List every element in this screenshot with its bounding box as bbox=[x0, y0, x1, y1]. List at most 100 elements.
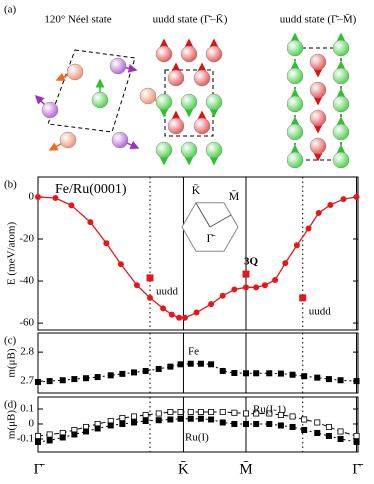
point bbox=[130, 369, 137, 376]
atom bbox=[109, 57, 127, 75]
inset-label: K̄ bbox=[192, 183, 201, 197]
point bbox=[327, 201, 334, 208]
x-tick-label: M̄ bbox=[239, 461, 252, 477]
atom bbox=[332, 67, 350, 85]
point bbox=[208, 416, 215, 423]
point bbox=[35, 438, 42, 445]
inset-label: M̄ bbox=[229, 189, 240, 203]
point bbox=[46, 378, 53, 385]
point bbox=[266, 420, 273, 427]
point bbox=[337, 435, 344, 442]
point bbox=[94, 425, 101, 432]
point bbox=[277, 411, 284, 418]
point bbox=[83, 375, 90, 382]
point bbox=[242, 420, 249, 427]
atom bbox=[155, 141, 173, 159]
y-tick-label: 0 bbox=[29, 190, 35, 202]
point bbox=[315, 209, 322, 216]
point bbox=[35, 378, 42, 385]
atom bbox=[309, 81, 327, 99]
point bbox=[176, 314, 183, 321]
point bbox=[142, 417, 149, 424]
atom bbox=[155, 93, 173, 111]
point bbox=[197, 360, 204, 367]
point bbox=[266, 370, 273, 377]
point bbox=[35, 193, 41, 200]
point bbox=[83, 428, 90, 435]
x-tick-label: Γ̄ bbox=[352, 461, 364, 477]
point bbox=[242, 370, 249, 377]
point bbox=[266, 410, 273, 417]
panel-label: (b) bbox=[4, 179, 17, 191]
series-label: Ru(I) bbox=[185, 432, 209, 444]
panel-title: uudd state (Γ̄–M̄) bbox=[280, 14, 357, 26]
point bbox=[168, 311, 175, 318]
atom bbox=[286, 67, 304, 85]
y-tick-label: 0 bbox=[29, 418, 35, 430]
atom bbox=[205, 45, 223, 63]
point bbox=[337, 377, 344, 384]
point bbox=[314, 374, 321, 381]
point bbox=[142, 411, 149, 418]
point bbox=[187, 408, 194, 415]
point bbox=[107, 372, 114, 379]
point bbox=[325, 423, 332, 430]
point bbox=[87, 219, 94, 226]
point bbox=[130, 419, 137, 426]
point bbox=[219, 408, 226, 415]
point bbox=[46, 437, 53, 444]
point bbox=[155, 410, 162, 417]
point bbox=[142, 367, 149, 374]
point bbox=[155, 417, 162, 424]
point bbox=[119, 414, 126, 421]
plot-frame bbox=[37, 176, 359, 331]
point bbox=[155, 365, 162, 372]
point bbox=[208, 301, 215, 308]
state-label: uudd bbox=[156, 285, 179, 297]
atom bbox=[286, 95, 304, 113]
y-tick-label: -0.1 bbox=[17, 432, 34, 444]
atom bbox=[167, 69, 185, 87]
y-tick-label: 0.1 bbox=[20, 403, 34, 415]
point bbox=[35, 432, 42, 439]
point bbox=[353, 432, 360, 439]
atom bbox=[332, 39, 350, 57]
series-label: Ru(I-1) bbox=[253, 404, 286, 416]
panel-label: (d) bbox=[4, 399, 17, 411]
y-tick-label: -60 bbox=[19, 317, 34, 329]
point bbox=[160, 305, 167, 312]
legend-label: Fe/Ru(0001) bbox=[55, 182, 127, 197]
point bbox=[282, 260, 289, 267]
point bbox=[208, 361, 215, 368]
atom bbox=[139, 87, 157, 105]
point bbox=[119, 370, 126, 377]
y-tick-label: 2.7 bbox=[20, 375, 34, 387]
point bbox=[305, 225, 312, 232]
atom bbox=[286, 123, 304, 141]
point bbox=[177, 408, 184, 415]
point bbox=[59, 434, 66, 441]
atom bbox=[180, 45, 198, 63]
point bbox=[119, 420, 126, 427]
point bbox=[301, 426, 308, 433]
point bbox=[133, 282, 140, 289]
point bbox=[147, 294, 153, 301]
atom bbox=[205, 141, 223, 159]
point bbox=[353, 378, 360, 385]
point bbox=[94, 374, 101, 381]
point bbox=[117, 261, 124, 268]
atom bbox=[205, 93, 223, 111]
point bbox=[219, 292, 226, 299]
atom bbox=[155, 45, 173, 63]
y-axis-label: m(μB) bbox=[6, 410, 18, 439]
point bbox=[272, 276, 279, 283]
point bbox=[289, 423, 296, 430]
x-tick-label: K̄ bbox=[178, 461, 189, 477]
atom bbox=[286, 151, 304, 169]
point bbox=[314, 419, 321, 426]
panel-label: (c) bbox=[4, 335, 17, 347]
atom bbox=[332, 95, 350, 113]
point bbox=[71, 431, 78, 438]
point bbox=[197, 408, 204, 415]
